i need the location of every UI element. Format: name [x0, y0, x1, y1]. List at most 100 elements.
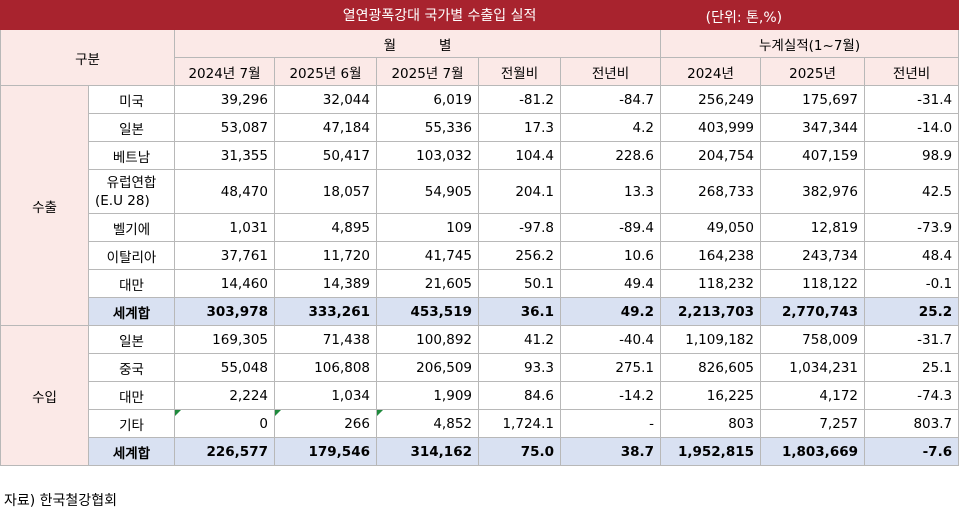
value-cell: 16,225	[660, 381, 761, 410]
total-label: 세계합	[88, 297, 175, 326]
country-name: 이탈리아	[88, 241, 175, 270]
value-cell: 37,761	[174, 241, 275, 270]
value-cell: 109	[376, 213, 479, 242]
table-row: 벨기에 1,031 4,895 109 -97.8 -89.4 49,050 12,819 -7…	[1, 213, 960, 242]
total-value-cell: 75.0	[478, 437, 561, 466]
total-value-cell: 1,952,815	[660, 437, 761, 466]
value-cell: 32,044	[274, 85, 377, 114]
value-cell: 206,509	[376, 353, 479, 382]
value-cell: -81.2	[478, 85, 561, 114]
country-name: 베트남	[88, 141, 175, 170]
value-cell: 47,184	[274, 113, 377, 142]
total-value-cell: 333,261	[274, 297, 377, 326]
value-cell: 803.7	[863, 409, 960, 438]
value-cell: 382,976	[760, 169, 865, 214]
value-cell: 54,905	[376, 169, 479, 214]
total-value-cell: 314,162	[376, 437, 479, 466]
column-header: 2025년 6월	[274, 57, 377, 86]
total-value-cell: 226,577	[174, 437, 275, 466]
country-subname: (E.U 28)	[95, 192, 150, 209]
table-row: 기타 0 266 4,852 1,724.1-803 7,257 803.7	[1, 409, 960, 438]
trade-table: 열연광폭강대 국가별 수출입 실적 (단위: 톤,%) 구분 월 별 누계실적(…	[0, 0, 960, 466]
value-cell: 55,336	[376, 113, 479, 142]
value-cell: 49.4	[560, 269, 661, 298]
value-cell: -14.2	[560, 381, 661, 410]
value-cell: 175,697	[760, 85, 865, 114]
total-value-cell: 453,519	[376, 297, 479, 326]
value-cell: 18,057	[274, 169, 377, 214]
value-cell: 106,808	[274, 353, 377, 382]
value-cell: 17.3	[478, 113, 561, 142]
value-cell: 1,909	[376, 381, 479, 410]
unit-label: (단위: 톤,%)	[705, 10, 783, 26]
column-header: 2025년 7월	[376, 57, 479, 86]
value-cell: 48.4	[863, 241, 960, 270]
header-category: 구분	[0, 29, 175, 86]
value-cell: 118,232	[660, 269, 761, 298]
value-cell: -73.9	[863, 213, 960, 242]
value-cell: 2,224	[174, 381, 275, 410]
value-cell: 4.2	[560, 113, 661, 142]
value-cell: 10.6	[560, 241, 661, 270]
table-row: 유럽연합 (E.U 28) 48,470 18,057 54,905 204.1 13.3 2…	[1, 169, 960, 214]
header-cumulative: 누계실적(1~7월)	[659, 29, 960, 58]
import-total-row: 세계합 226,577 179,546 314,162 75.0 38.7 1,952,81…	[1, 437, 960, 466]
total-label: 세계합	[88, 437, 175, 466]
column-header: 2024년 7월	[174, 57, 275, 86]
value-cell: 169,305	[174, 325, 275, 354]
country-name: 벨기에	[88, 213, 175, 242]
value-cell: 4,172	[760, 381, 865, 410]
value-cell: 1,034,231	[760, 353, 865, 382]
table-title: 열연광폭강대 국가별 수출입 실적	[342, 8, 537, 24]
value-cell: -84.7	[560, 85, 661, 114]
country-name: 미국	[88, 85, 175, 114]
value-cell: 41.2	[478, 325, 561, 354]
value-cell: 4,895	[274, 213, 377, 242]
value-cell: 256,249	[660, 85, 761, 114]
import-section-label: 수입	[0, 325, 89, 466]
source-note: 자료) 한국철강협회	[4, 493, 117, 509]
value-cell: 49,050	[660, 213, 761, 242]
value-cell: 25.1	[863, 353, 960, 382]
value-cell: 266	[274, 409, 377, 438]
value-cell: 803	[660, 409, 761, 438]
table-row: 수입 일본 169,305 71,438 100,892 41.2 -40.4 1,109,1…	[0, 325, 960, 466]
total-value-cell: 25.2	[863, 297, 960, 326]
column-header: 전월비	[478, 57, 561, 86]
value-cell: 118,122	[760, 269, 865, 298]
value-cell: 0	[174, 409, 275, 438]
value-cell: 55,048	[174, 353, 275, 382]
value-cell: 164,238	[660, 241, 761, 270]
value-cell: 11,720	[274, 241, 377, 270]
value-cell: -0.1	[863, 269, 960, 298]
value-cell: 14,389	[274, 269, 377, 298]
value-cell: 104.4	[478, 141, 561, 170]
country-name: 유럽연합	[106, 174, 157, 191]
total-value-cell: 303,978	[174, 297, 275, 326]
value-cell: 1,109,182	[660, 325, 761, 354]
table-row: 수출 미국 39,296 32,044 6,019 -81.2 -84.7 256,249 17…	[0, 85, 960, 326]
country-name: 대만	[88, 381, 175, 410]
value-cell: 758,009	[760, 325, 865, 354]
total-value-cell: 38.7	[560, 437, 661, 466]
header-monthly: 월 별	[174, 29, 661, 58]
country-name: 기타	[88, 409, 175, 438]
value-cell: 48,470	[174, 169, 275, 214]
value-cell: 1,724.1	[478, 409, 561, 438]
table-title-bar: 열연광폭강대 국가별 수출입 실적 (단위: 톤,%)	[0, 0, 960, 30]
value-cell: 1,031	[174, 213, 275, 242]
value-cell: 4,852	[376, 409, 479, 438]
value-cell: 53,087	[174, 113, 275, 142]
value-cell: 50,417	[274, 141, 377, 170]
value-cell: 1,034	[274, 381, 377, 410]
value-cell: 407,159	[760, 141, 865, 170]
value-cell: -31.7	[863, 325, 960, 354]
value-cell: 204,754	[660, 141, 761, 170]
column-header: 2024년	[660, 57, 761, 86]
value-cell: 826,605	[660, 353, 761, 382]
value-cell: 31,355	[174, 141, 275, 170]
value-cell: 84.6	[478, 381, 561, 410]
value-cell: 275.1	[560, 353, 661, 382]
country-name: 일본	[88, 113, 175, 142]
